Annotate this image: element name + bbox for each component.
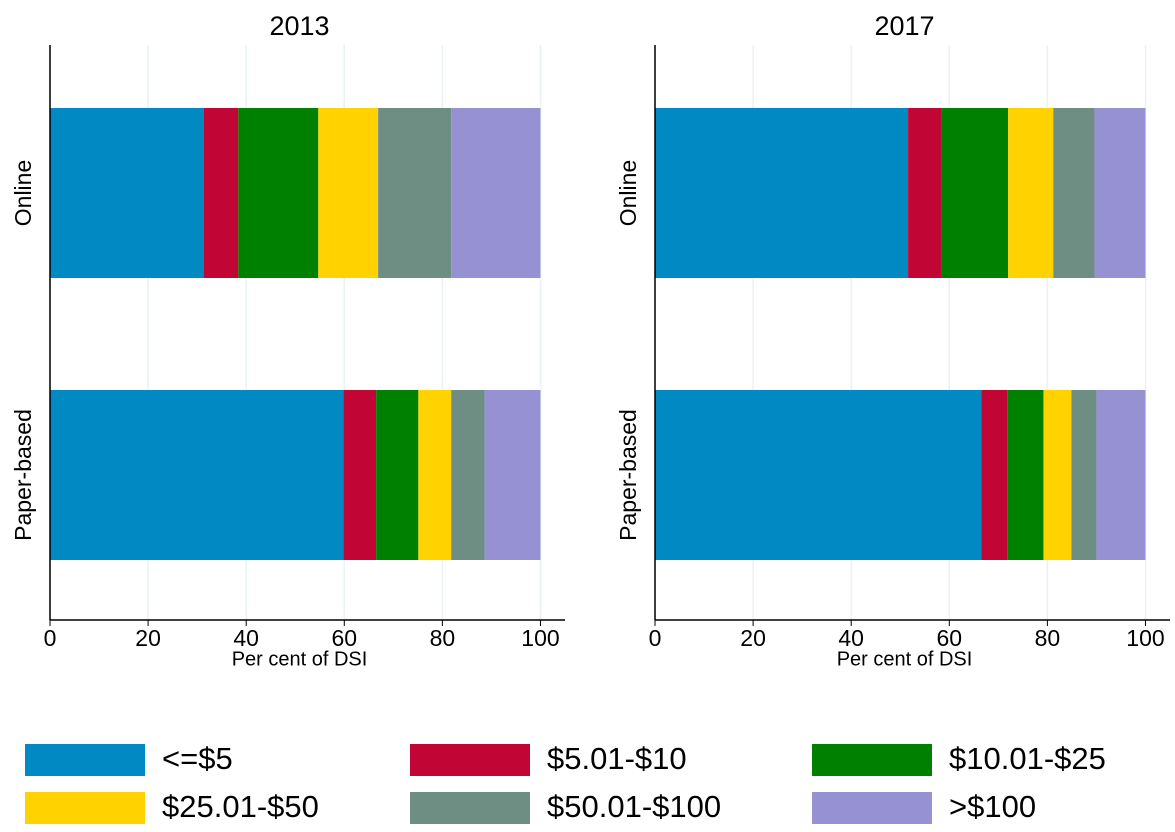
- bar-segment: [981, 390, 1008, 560]
- x-tick-label: 0: [649, 625, 662, 651]
- legend-swatch: [812, 792, 932, 824]
- x-tick-label: 20: [135, 625, 161, 651]
- x-tick-label: 100: [1126, 625, 1164, 651]
- bar-segment: [378, 108, 452, 278]
- bar-segment: [1071, 390, 1097, 560]
- bar-segment: [204, 108, 239, 278]
- legend-label: $10.01-$25: [949, 741, 1106, 776]
- bar-segment: [1008, 108, 1054, 278]
- x-tick-label: 40: [838, 625, 864, 651]
- bar-segment: [418, 390, 452, 560]
- bar-segment: [318, 108, 379, 278]
- x-tick-label: 80: [1035, 625, 1061, 651]
- x-tick-label: 100: [521, 625, 559, 651]
- legend-label: >$100: [949, 789, 1036, 824]
- y-tick-label: Paper-based: [10, 409, 36, 541]
- bar-segment: [655, 390, 982, 560]
- y-tick-label: Paper-based: [615, 409, 641, 541]
- bar-segment: [376, 390, 419, 560]
- legend-swatch: [25, 744, 145, 776]
- bar-segment: [238, 108, 319, 278]
- y-tick-label: Online: [10, 160, 36, 226]
- bar-segment: [451, 108, 541, 278]
- x-axis-label: Per cent of DSI: [232, 648, 368, 670]
- chart-title: 2017: [874, 11, 934, 41]
- legend-label: $25.01-$50: [162, 789, 319, 824]
- x-tick-label: 40: [233, 625, 259, 651]
- bar-segment: [484, 390, 541, 560]
- legend-label: $50.01-$100: [547, 789, 721, 824]
- bar-segment: [908, 108, 942, 278]
- bar-segment: [1053, 108, 1095, 278]
- bar-segment: [941, 108, 1009, 278]
- bar-segment: [343, 390, 377, 560]
- x-tick-label: 80: [430, 625, 456, 651]
- legend-swatch: [410, 792, 530, 824]
- bar-segment: [1007, 390, 1044, 560]
- bar-segment: [451, 390, 485, 560]
- legend-label: $5.01-$10: [547, 741, 687, 776]
- bar-segment: [1096, 390, 1146, 560]
- x-tick-label: 20: [740, 625, 766, 651]
- x-tick-label: 0: [44, 625, 57, 651]
- chart-title: 2013: [269, 11, 329, 41]
- legend-label: <=$5: [162, 741, 233, 776]
- bar-segment: [1043, 390, 1072, 560]
- bar-segment: [50, 108, 205, 278]
- x-tick-label: 60: [331, 625, 357, 651]
- bar-segment: [50, 390, 344, 560]
- bar-segment: [1094, 108, 1146, 278]
- legend-swatch: [25, 792, 145, 824]
- bar-segment: [655, 108, 909, 278]
- x-axis-label: Per cent of DSI: [837, 648, 973, 670]
- y-tick-label: Online: [615, 160, 641, 226]
- legend-swatch: [812, 744, 932, 776]
- x-tick-label: 60: [936, 625, 962, 651]
- legend-swatch: [410, 744, 530, 776]
